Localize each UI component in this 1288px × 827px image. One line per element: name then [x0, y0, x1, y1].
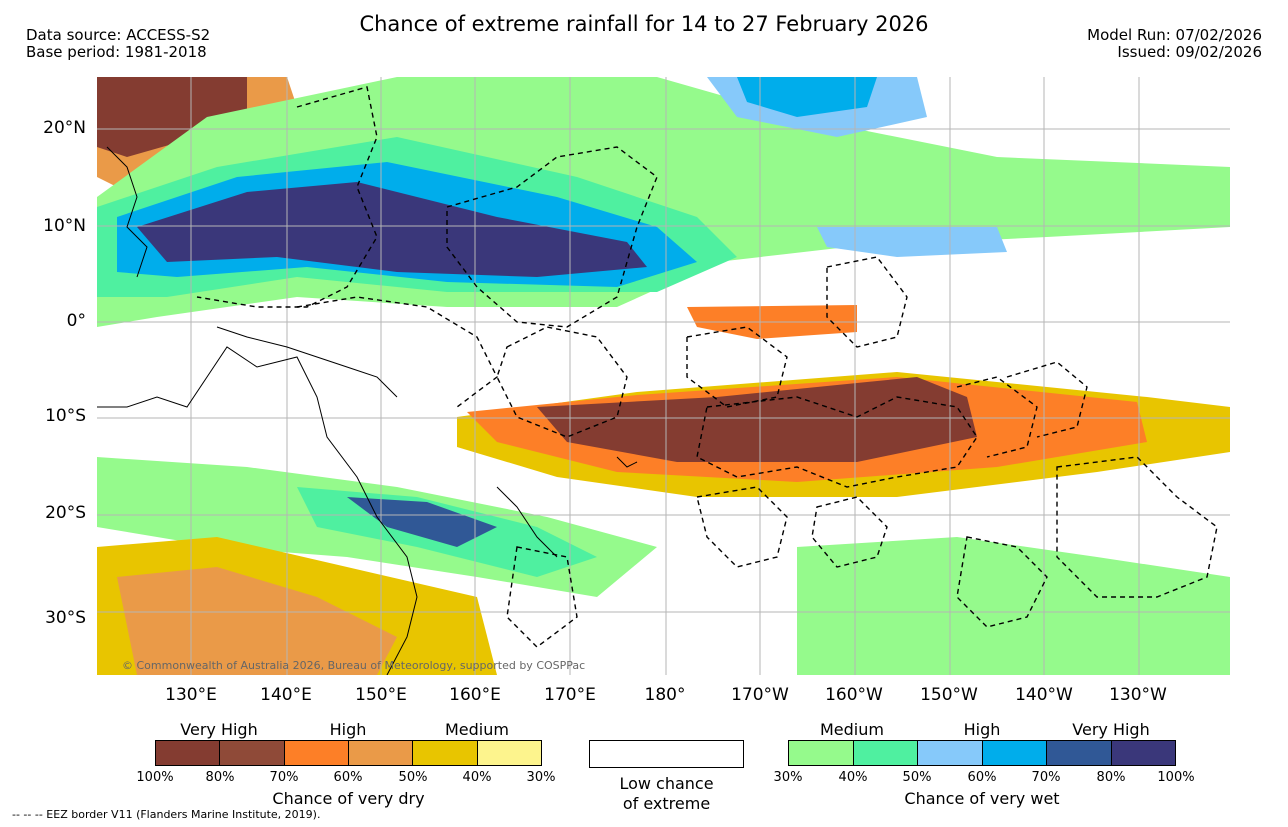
lat-label-20s: 20°S	[45, 503, 86, 523]
run-info: Model Run: 07/02/2026 Issued: 09/02/2026	[1087, 27, 1262, 61]
lat-label-10n: 10°N	[43, 216, 86, 236]
wet-tick-40: 40%	[838, 770, 868, 785]
model-run: Model Run: 07/02/2026	[1087, 26, 1262, 44]
dry-tick-50: 50%	[398, 770, 428, 785]
wet-tick-50: 50%	[902, 770, 932, 785]
dry-tick-100: 100%	[136, 770, 174, 785]
dry-tick-40: 40%	[462, 770, 492, 785]
lon-label-140e: 140°E	[260, 685, 312, 705]
wet-patch-central	[817, 227, 1007, 257]
dry-tick-70: 70%	[269, 770, 299, 785]
copyright-notice: © Commonwealth of Australia 2026, Bureau…	[122, 659, 586, 672]
wet-belt-north-core	[137, 182, 647, 277]
wet-swatch-1	[789, 741, 854, 765]
lon-label-160e: 160°E	[449, 685, 501, 705]
lon-label-160w: 160°W	[825, 685, 883, 705]
wet-tick-100: 100%	[1157, 770, 1195, 785]
wet-patch-northeast-core	[737, 77, 877, 117]
dry-region-southwest-core	[117, 567, 397, 675]
dry-swatch-1	[156, 741, 221, 765]
lat-label-20n: 20°N	[43, 118, 86, 138]
wet-tick-30: 30%	[773, 770, 803, 785]
lon-label-170e: 170°E	[544, 685, 596, 705]
lon-label-150e: 150°E	[355, 685, 407, 705]
dry-swatch-5	[413, 741, 478, 765]
source-info: Data source: ACCESS-S2 Base period: 1981…	[26, 27, 210, 61]
low-chance-swatch	[589, 740, 744, 768]
eez-borders	[196, 86, 1218, 648]
lon-label-150w: 150°W	[920, 685, 978, 705]
wet-band-medium: Medium	[820, 720, 884, 739]
dry-swatch-3	[284, 741, 349, 765]
lon-label-140w: 140°W	[1015, 685, 1073, 705]
map-title: Chance of extreme rainfall for 14 to 27 …	[359, 12, 929, 36]
rainfall-map	[97, 77, 1230, 675]
dry-legend-title: Chance of very dry	[272, 789, 425, 808]
wet-swatch-2	[853, 741, 918, 765]
wet-colorbar	[788, 740, 1176, 766]
lat-label-30s: 30°S	[45, 608, 86, 628]
dry-band-high: High	[329, 720, 367, 739]
wet-tick-70: 70%	[1031, 770, 1061, 785]
issued-date: Issued: 09/02/2026	[1117, 43, 1262, 61]
dry-belt-south-core	[537, 377, 977, 462]
wet-swatch-5	[1047, 741, 1112, 765]
wet-patch-southeast	[797, 537, 1230, 675]
dry-band-medium: Medium	[445, 720, 509, 739]
wet-band-high: High	[963, 720, 1001, 739]
wet-band-very-high: Very High	[1072, 720, 1150, 739]
lon-label-130w: 130°W	[1109, 685, 1167, 705]
dry-band-very-high: Very High	[180, 720, 258, 739]
low-chance-line-1: Low chance	[619, 774, 714, 793]
low-chance-line-2: of extreme	[622, 794, 711, 813]
wet-legend-title: Chance of very wet	[904, 789, 1060, 808]
dry-swatch-4	[348, 741, 414, 765]
wet-belt-south-core	[347, 497, 497, 547]
dry-swatch-6	[477, 741, 541, 765]
dry-tick-60: 60%	[333, 770, 363, 785]
dry-colorbar	[155, 740, 542, 766]
dry-tick-80: 80%	[205, 770, 235, 785]
lat-label-10s: 10°S	[45, 406, 86, 426]
wet-swatch-6	[1111, 741, 1175, 765]
coastlines	[97, 146, 638, 675]
dry-region-northwest-core	[97, 77, 247, 157]
low-chance-label: Low chance of extreme	[589, 774, 744, 814]
lat-label-equator: 0°	[66, 311, 86, 331]
dry-tick-30: 30%	[526, 770, 556, 785]
wet-tick-60: 60%	[967, 770, 997, 785]
graticule	[97, 77, 1230, 675]
wet-tick-80: 80%	[1096, 770, 1126, 785]
dry-swatch-2	[220, 741, 285, 765]
lon-label-130e: 130°E	[165, 685, 217, 705]
data-source: Data source: ACCESS-S2	[26, 26, 211, 44]
eez-footnote: -- -- -- EEZ border V11 (Flanders Marine…	[12, 808, 321, 821]
base-period: Base period: 1981-2018	[26, 43, 207, 61]
lon-label-180: 180°	[644, 685, 686, 705]
wet-swatch-3	[918, 741, 983, 765]
lon-label-170w: 170°W	[731, 685, 789, 705]
wet-swatch-4	[982, 741, 1047, 765]
